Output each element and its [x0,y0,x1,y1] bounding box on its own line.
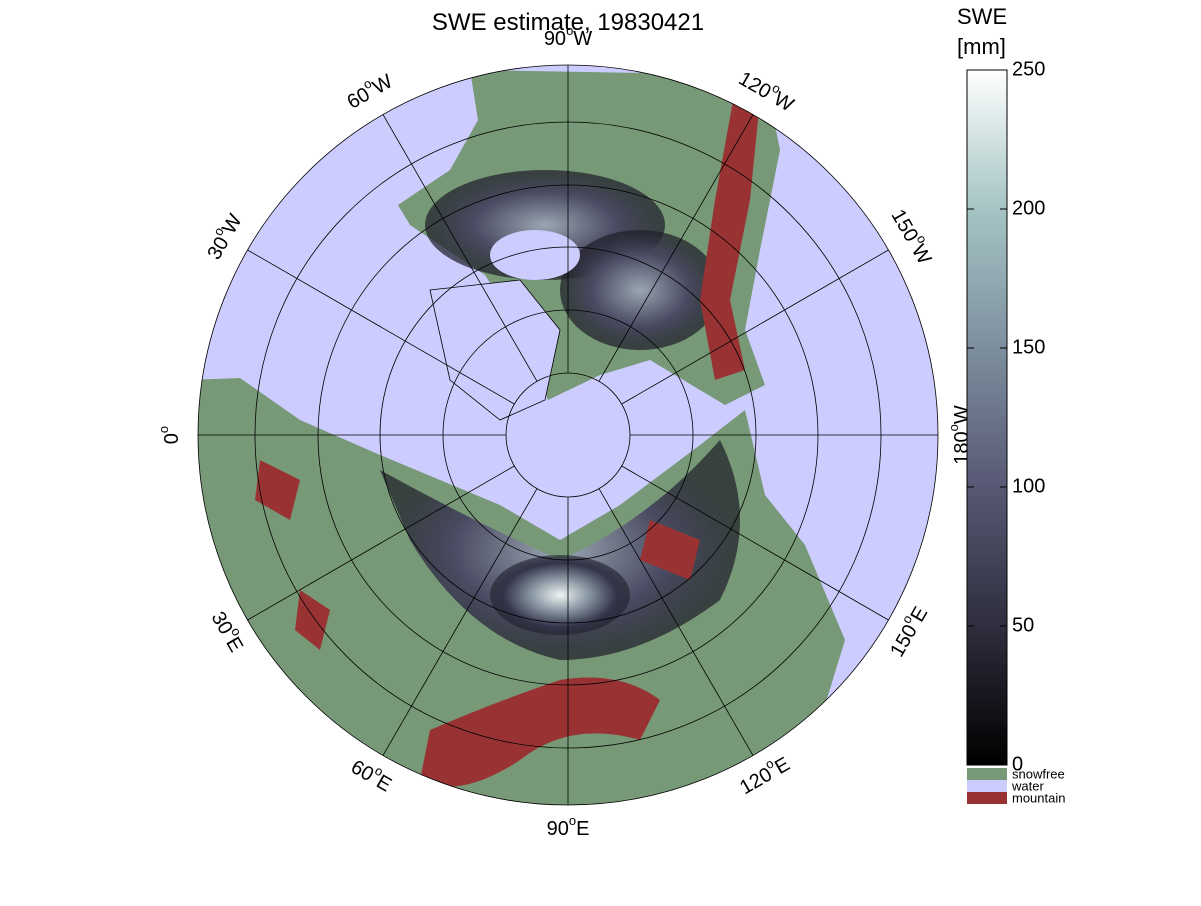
label-hemisphere: E [576,818,589,840]
label-hemisphere: W [907,241,936,268]
label-degree: 60 [347,756,377,786]
colorbar [966,69,1008,766]
label-hemisphere: W [573,28,592,50]
graticule [197,64,939,806]
label-degree-symbol: o [569,813,576,828]
colorbar-tick-label: 100 [1012,475,1045,497]
colorbar-tick-label: 200 [1012,197,1045,219]
colorbar-unit: [mm] [957,34,1006,59]
meridian-label: 30oW [199,208,246,263]
label-hemisphere: E [221,634,247,657]
legend-swatch [967,792,1007,804]
meridian-line [247,465,515,621]
colorbar-tick-label: 0 [1012,753,1023,775]
meridian-label: 60oW [341,66,396,113]
meridian-label: 0o [156,426,183,444]
label-degree-symbol: o [156,426,171,433]
meridian-line [621,465,889,621]
meridian-label: 90oW [544,23,592,50]
colorbar-tick-label: 150 [1012,336,1045,358]
snow-canada [560,230,720,350]
colorbar-ticks: 0 50 100 150 200 250 [967,58,1045,775]
label-degree-symbol: o [946,424,961,431]
meridian-line [247,249,515,405]
meridian-line [382,114,538,382]
meridian-line [621,249,889,405]
meridian-label: 120oW [735,64,800,117]
meridian-label: 150oW [886,203,939,268]
meridian-label: 90oE [547,813,590,840]
legend-label: mountain [1012,790,1065,805]
snow-peak [490,555,630,635]
colorbar-tick-label: 50 [1012,614,1034,636]
label-degree-symbol: o [566,23,573,38]
hudson-bay [490,230,580,280]
map-disk [198,65,938,805]
map-title: SWE estimate, 19830421 [432,9,704,36]
meridian-line [598,488,754,756]
label-degree: 90 [544,28,566,50]
meridian-line [382,488,538,756]
asian-mountains [420,677,660,787]
label-degree: 30 [204,233,234,263]
mountain-patches [255,460,700,650]
legend-label: snowfree [1012,766,1065,781]
colorbar-tick-label: 250 [1012,58,1045,80]
label-degree: 0 [161,433,183,444]
label-degree: 90 [547,818,569,840]
legend-swatch [967,768,1007,780]
label-degree: 120 [735,68,775,104]
rockies [700,90,760,380]
label-hemisphere: W [369,71,396,100]
legend-label: water [1011,778,1044,793]
legend-swatch [967,780,1007,792]
label-hemisphere: E [771,753,794,779]
meridian-line [598,114,754,382]
greenland [429,279,561,421]
colorbar-label: SWE [957,4,1007,29]
label-degree: 150 [886,621,922,661]
